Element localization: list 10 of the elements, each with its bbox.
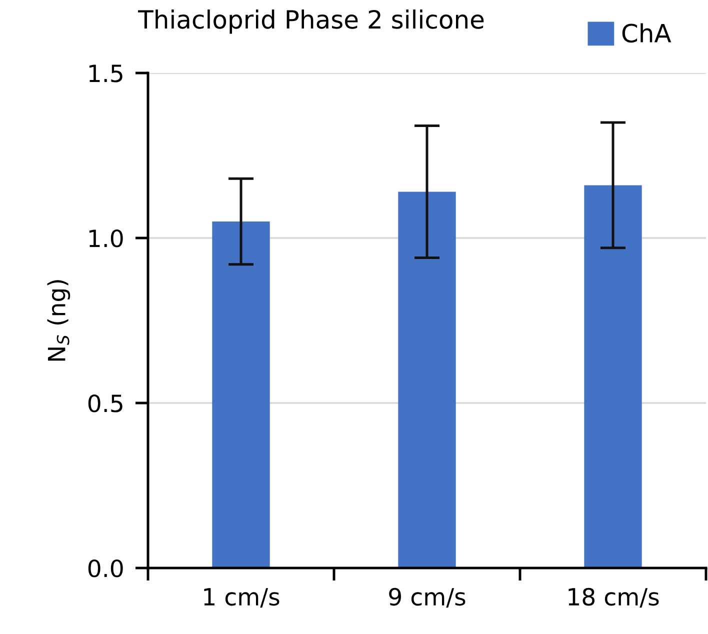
x-tick-label: 18 cm/s bbox=[568, 588, 659, 608]
y-axis-title: N$_{S}$ (ng) bbox=[47, 280, 70, 361]
chart-title: Thiacloprid Phase 2 silicone bbox=[138, 10, 484, 34]
x-tick-label: 1 cm/s bbox=[204, 588, 280, 608]
x-tick-label: 9 cm/s bbox=[389, 588, 466, 608]
y-tick-label: 1.5 bbox=[89, 64, 122, 82]
y-tick-label: 0.0 bbox=[88, 559, 123, 578]
y-tick-label: 0.5 bbox=[88, 394, 122, 412]
legend-label: ChA bbox=[622, 23, 672, 43]
y-tick-label: 1.0 bbox=[89, 229, 123, 248]
